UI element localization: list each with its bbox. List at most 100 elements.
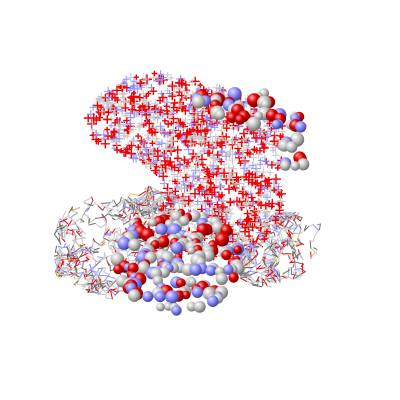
- wireframe-right-bond: [275, 275, 283, 282]
- cross-atom: [167, 137, 176, 145]
- wireframe-left-bond: [82, 260, 84, 268]
- cross-atom: [221, 152, 231, 161]
- cross-atom: [103, 115, 112, 124]
- cross-atom: [163, 108, 170, 115]
- wireframe-left-bond: [88, 222, 96, 226]
- cross-atom: [255, 223, 263, 230]
- cross-atom: [158, 171, 168, 181]
- cross-atom: [202, 114, 211, 123]
- wireframe-left-bond: [105, 297, 113, 300]
- cross-atom: [236, 151, 243, 158]
- cross-atom: [239, 129, 249, 138]
- cross-atom: [126, 87, 133, 94]
- cross-atom: [96, 96, 106, 106]
- wireframe-right-bond: [275, 221, 284, 227]
- wireframe-right-bond: [268, 214, 273, 220]
- wireframe-right-bond: [241, 252, 248, 258]
- wireframe-right-bond: [278, 231, 282, 235]
- wireframe-right-bond: [277, 261, 280, 265]
- wireframe-left-bond: [92, 202, 96, 207]
- cross-atom: [251, 211, 259, 220]
- wireframe-right-bond: [240, 275, 247, 278]
- cross-atom: [217, 158, 225, 166]
- cross-atom: [156, 70, 165, 78]
- cross-atom: [253, 134, 262, 143]
- wireframe-right-bond: [298, 231, 303, 235]
- cross-atom: [182, 173, 190, 182]
- cross-atom: [104, 93, 112, 101]
- spacefill-atom: [142, 291, 154, 302]
- wireframe-right-bond: [286, 219, 289, 226]
- wireframe-left-bond: [120, 200, 130, 204]
- wireframe-left-bond: [72, 262, 82, 266]
- wireframe-left-bond: [94, 216, 104, 219]
- wireframe-left-bond: [97, 289, 104, 295]
- wireframe-right-bond: [262, 256, 266, 259]
- cross-atom: [267, 169, 273, 176]
- wireframe-right-bond: [281, 251, 286, 255]
- wireframe-left-bond: [82, 259, 90, 262]
- wireframe-right-bond: [266, 240, 273, 246]
- wireframe-right-bond: [240, 249, 247, 257]
- wireframe-left-bond: [106, 256, 108, 262]
- cross-atom: [271, 174, 281, 185]
- wireframe-right-bond: [239, 276, 249, 279]
- cross-atom: [142, 150, 151, 158]
- wireframe-left-bond: [78, 275, 82, 281]
- wireframe-left-bond: [61, 256, 67, 260]
- wireframe-right-bond: [251, 254, 257, 261]
- cross-atom: [110, 109, 119, 117]
- cross-atom: [185, 164, 192, 172]
- wireframe-left-bond: [147, 213, 150, 218]
- cross-atom: [111, 145, 117, 151]
- wireframe-right-bond: [284, 240, 290, 246]
- cross-atom: [276, 191, 283, 199]
- cross-atom: [243, 209, 252, 218]
- cross-atom: [173, 145, 182, 155]
- cross-atom: [218, 202, 228, 212]
- wireframe-right-bond: [295, 232, 300, 235]
- cross-atom: [206, 86, 212, 93]
- wireframe-left-bond: [98, 280, 105, 284]
- cross-atom: [158, 92, 168, 102]
- wireframe-left-bond: [117, 216, 123, 221]
- cross-atom: [151, 166, 160, 175]
- cross-atom: [194, 198, 201, 205]
- wireframe-left-bond: [91, 282, 100, 290]
- wireframe-left-bond: [87, 286, 93, 293]
- cross-atom: [253, 219, 261, 227]
- wireframe-left-bond: [110, 288, 118, 293]
- spacefill-atom: [233, 245, 242, 254]
- wireframe-left-bond: [97, 267, 104, 270]
- wireframe-right-bond: [294, 212, 300, 221]
- cross-atom: [156, 158, 165, 168]
- cross-atom: [258, 167, 269, 177]
- wireframe-left-bond: [74, 264, 79, 268]
- wireframe-left-bond: [56, 236, 62, 245]
- cross-atom: [127, 141, 136, 150]
- wireframe-left-bond: [59, 224, 67, 231]
- wireframe-left-bond: [57, 261, 60, 267]
- wireframe-right-bond: [295, 243, 302, 247]
- wireframe-left-bond: [106, 260, 111, 267]
- cross-atom: [164, 187, 173, 196]
- wireframe-right-bond: [292, 225, 298, 234]
- cross-atom: [179, 164, 189, 174]
- cross-atom: [159, 202, 168, 210]
- cross-atom: [181, 106, 190, 115]
- wireframe-left-bond: [92, 238, 96, 242]
- spacefill-atom: [155, 223, 168, 236]
- cross-atom: [275, 165, 281, 171]
- cross-atom: [250, 171, 259, 180]
- cross-atom: [192, 224, 198, 230]
- cross-atom: [153, 76, 163, 85]
- wireframe-left-bond: [79, 218, 85, 223]
- cross-atom: [182, 130, 191, 139]
- cross-atom: [148, 147, 157, 157]
- wireframe-left-bond: [70, 260, 75, 267]
- wireframe-left-bond: [59, 218, 65, 223]
- cross-atom: [116, 103, 122, 110]
- wireframe-left-bond: [70, 271, 74, 275]
- wireframe-right-bond: [249, 248, 251, 255]
- cross-atom: [218, 193, 224, 200]
